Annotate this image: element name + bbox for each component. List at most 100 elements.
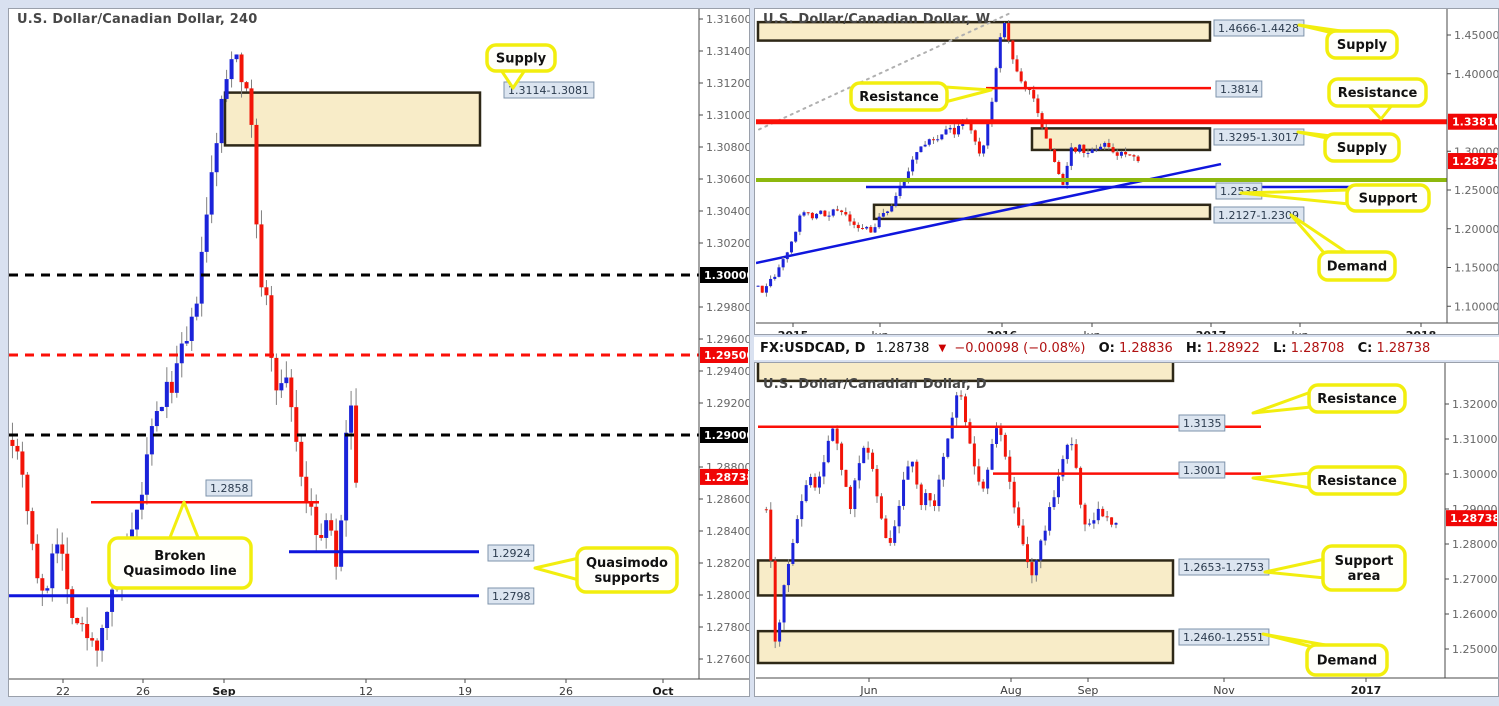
svg-text:Sep: Sep: [1078, 684, 1099, 696]
callout-weekly-resistance-1[interactable]: Resistance: [849, 81, 993, 112]
svg-text:Nov: Nov: [1213, 684, 1235, 696]
svg-text:Supply: Supply: [1337, 38, 1388, 53]
chart-panel-weekly: 1.45000 1.40000 1.30000 1.25000 1.20000 1.150…: [754, 8, 1499, 335]
callout-daily-demand[interactable]: Demand: [1261, 632, 1389, 677]
plot-area-weekly[interactable]: [756, 11, 1222, 297]
callout-weekly-resistance-2[interactable]: Resistance: [1327, 77, 1428, 121]
weekly-demand-zone[interactable]: [872, 203, 1212, 221]
svg-text:1.27000: 1.27000: [1452, 573, 1498, 586]
price-tag-1.30000: 1.30000: [700, 267, 749, 283]
plot-area-daily[interactable]: [756, 363, 1175, 665]
svg-text:1.3814: 1.3814: [1220, 83, 1259, 96]
close-label: C:: [1357, 341, 1373, 356]
candles-daily: [764, 390, 1118, 649]
level-label-1.4666-1.4428[interactable]: 1.4666-1.4428: [1213, 19, 1305, 37]
daily-support-area-zone[interactable]: [756, 559, 1175, 597]
callout-weekly-support[interactable]: Support: [1239, 183, 1431, 213]
level-label-1.2538[interactable]: 1.2538: [1215, 182, 1263, 200]
svg-text:Demand: Demand: [1317, 654, 1378, 669]
level-label-1.3001[interactable]: 1.3001: [1178, 461, 1226, 479]
svg-text:Supply: Supply: [1337, 141, 1388, 156]
svg-text:1.29500: 1.29500: [704, 349, 749, 362]
level-label-1.2798[interactable]: 1.2798: [487, 587, 535, 605]
weekly-supply-zone-top[interactable]: [756, 20, 1212, 42]
level-label-1.3114-1.3081[interactable]: 1.3114-1.3081: [503, 81, 595, 99]
level-label-1.3295-1.3017[interactable]: 1.3295-1.3017: [1213, 128, 1305, 146]
level-label-1.3135[interactable]: 1.3135: [1178, 414, 1226, 432]
svg-text:1.28200: 1.28200: [706, 557, 749, 570]
svg-text:26: 26: [559, 685, 573, 696]
level-label-1.2653-1.2753[interactable]: 1.2653-1.2753: [1178, 558, 1270, 576]
svg-text:1.29600: 1.29600: [706, 333, 749, 346]
svg-text:Resistance: Resistance: [859, 90, 939, 105]
svg-text:Resistance: Resistance: [1317, 392, 1397, 407]
level-label-1.2924[interactable]: 1.2924: [487, 544, 535, 562]
chart-canvas-240[interactable]: 1.31600 1.31400 1.31200 1.31000 1.30800 1.306…: [9, 9, 749, 696]
level-label-1.2127-1.2309[interactable]: 1.2127-1.2309: [1213, 206, 1305, 224]
svg-text:1.33810: 1.33810: [1452, 116, 1498, 129]
chart-canvas-weekly[interactable]: 1.450001.400001.300001.250001.200001.150…: [755, 9, 1498, 334]
callout-weekly-demand[interactable]: Demand: [1289, 213, 1397, 282]
level-label-1.3814[interactable]: 1.3814: [1215, 80, 1263, 98]
daily-demand-zone[interactable]: [756, 629, 1175, 665]
svg-text:Broken: Broken: [154, 549, 206, 564]
svg-text:1.2653-1.2753: 1.2653-1.2753: [1183, 561, 1264, 574]
candles-weekly: [756, 20, 1140, 297]
high-value: 1.28922: [1206, 341, 1260, 356]
level-label-1.2858[interactable]: 1.2858: [205, 479, 253, 497]
level-label-1.2460-1.2551[interactable]: 1.2460-1.2551: [1178, 628, 1270, 646]
axes-daily: 1.320001.310001.300001.290001.280001.270…: [756, 363, 1498, 696]
svg-text:1.15000: 1.15000: [1454, 262, 1498, 275]
svg-text:Jun: Jun: [870, 329, 888, 334]
svg-text:1.2858: 1.2858: [210, 482, 249, 495]
svg-text:1.25000: 1.25000: [1454, 184, 1498, 197]
svg-text:1.29400: 1.29400: [706, 365, 749, 378]
candles-h4: [10, 51, 359, 667]
svg-text:1.28400: 1.28400: [706, 525, 749, 538]
svg-text:1.3114-1.3081: 1.3114-1.3081: [508, 84, 589, 97]
svg-text:1.30200: 1.30200: [706, 237, 749, 250]
callout-daily-resistance-1[interactable]: Resistance: [1251, 383, 1407, 415]
svg-text:2017: 2017: [1196, 329, 1227, 334]
supply-zone-240[interactable]: [223, 91, 482, 147]
svg-text:1.2127-1.2309: 1.2127-1.2309: [1218, 209, 1299, 222]
svg-text:1.27800: 1.27800: [706, 621, 749, 634]
open-label: O:: [1098, 341, 1115, 356]
svg-text:Quasimodo line: Quasimodo line: [123, 564, 237, 579]
symbol-name[interactable]: FX:USDCAD, D: [760, 341, 866, 356]
svg-text:1.28600: 1.28600: [706, 493, 749, 506]
chart-canvas-daily[interactable]: 1.320001.310001.300001.290001.280001.270…: [755, 363, 1498, 696]
axes-weekly: 1.450001.400001.300001.250001.200001.150…: [756, 9, 1498, 334]
svg-text:1.28738: 1.28738: [704, 471, 749, 484]
weekly-supply-zone-mid[interactable]: [1030, 127, 1212, 152]
svg-text:1.28000: 1.28000: [1452, 538, 1498, 551]
svg-text:Jun: Jun: [859, 684, 877, 696]
plot-area-h4[interactable]: [10, 51, 482, 667]
symbol-info-bar: FX:USDCAD, D 1.28738 ▼ −0.00098 (−0.08%)…: [754, 337, 1499, 360]
svg-text:supports: supports: [595, 571, 660, 586]
daily-supply-zone-top[interactable]: [756, 363, 1175, 383]
svg-text:area: area: [1348, 569, 1381, 584]
svg-text:1.3135: 1.3135: [1183, 417, 1222, 430]
callout-weekly-supply-mid[interactable]: Supply: [1296, 130, 1401, 163]
svg-text:2018: 2018: [1406, 329, 1437, 334]
callout-supply-240[interactable]: Supply: [485, 43, 557, 90]
last-price: 1.28738: [875, 341, 930, 356]
svg-text:1.40000: 1.40000: [1454, 68, 1498, 81]
svg-text:2017: 2017: [1351, 684, 1382, 696]
svg-text:Demand: Demand: [1327, 260, 1388, 275]
callout-weekly-supply-top[interactable]: Supply: [1297, 23, 1399, 60]
svg-text:Oct: Oct: [652, 685, 673, 696]
svg-text:1.25000: 1.25000: [1452, 643, 1498, 656]
svg-text:1.2798: 1.2798: [492, 590, 531, 603]
svg-text:1.28738: 1.28738: [1452, 155, 1498, 168]
svg-text:1.28000: 1.28000: [706, 589, 749, 602]
close-value: 1.28738: [1376, 341, 1431, 356]
callout-daily-resistance-2[interactable]: Resistance: [1251, 465, 1407, 496]
down-triangle-icon: ▼: [938, 343, 947, 354]
svg-text:1.31600: 1.31600: [706, 13, 749, 26]
weekly-dotted-trendline[interactable]: [758, 11, 1012, 131]
